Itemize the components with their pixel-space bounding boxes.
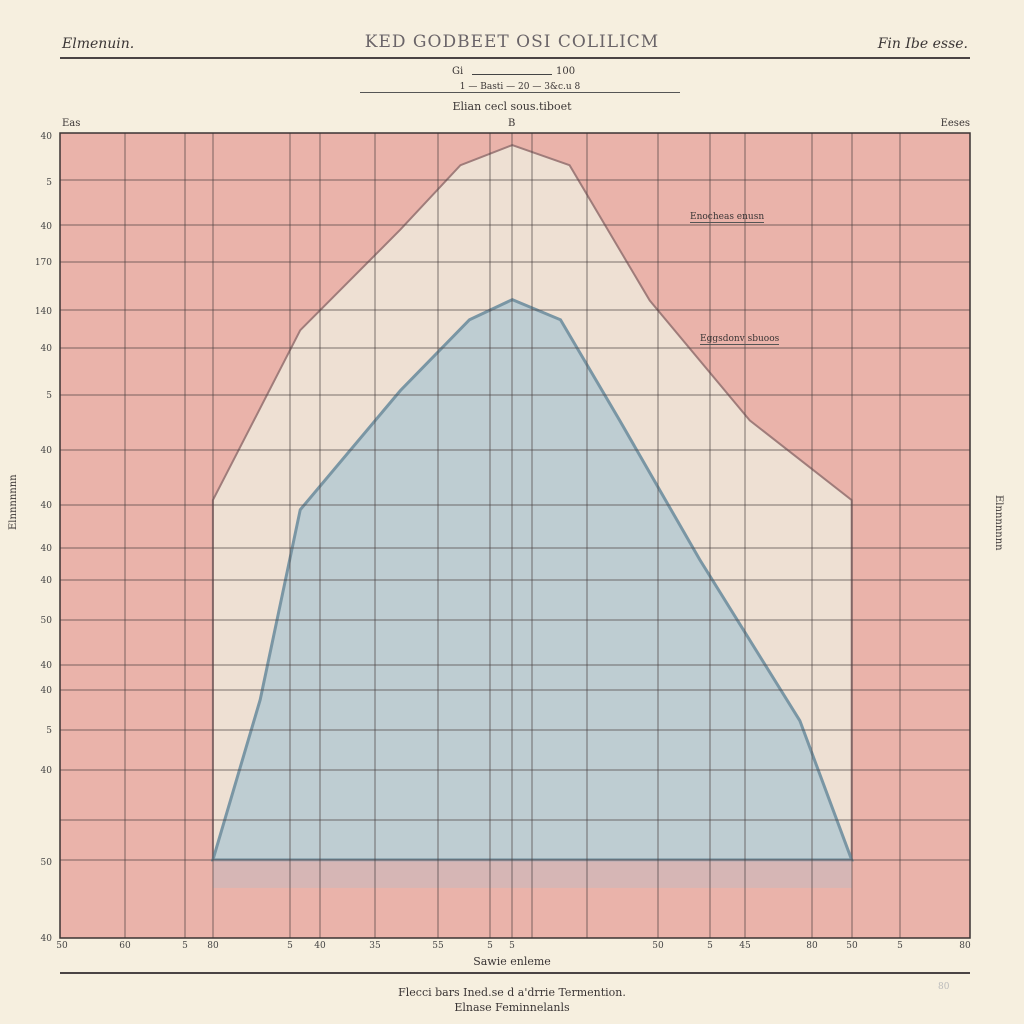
scale-right: 100: [556, 66, 576, 77]
page-number: 80: [938, 982, 950, 992]
x-tick-label: 5: [509, 941, 515, 951]
legend-line: 1 — Basti — 20 — 3&c.u 8: [360, 82, 680, 93]
scale-bar: [472, 74, 552, 75]
top-rule: [60, 57, 970, 59]
y-tick-label: 140: [35, 307, 52, 317]
y-tick-label: 40: [41, 132, 53, 142]
scale-left: Gi: [452, 66, 464, 77]
y-tick-label: 40: [41, 222, 53, 232]
x-tick-label: 5: [707, 941, 713, 951]
annotation-1: Enocheas enusn: [690, 212, 765, 223]
y-tick-label: 40: [41, 446, 53, 456]
subtitle: Elian cecl sous.tiboet: [452, 100, 572, 113]
x-tick-label: 80: [207, 941, 219, 951]
peak-label: B: [508, 118, 516, 129]
x-tick-label: 5: [287, 941, 293, 951]
plot-frame: [59, 132, 971, 939]
y-tick-label: 40: [41, 344, 53, 354]
x-axis-label: Sawie enleme: [473, 955, 551, 968]
footer-line-2: Elnase Feminnelanls: [454, 1001, 570, 1014]
y-tick-label: 40: [41, 934, 53, 944]
x-tick-label: 40: [314, 941, 326, 951]
y-axis-label-left: Elnnnnnnn: [8, 474, 19, 530]
y-tick-label: 50: [41, 858, 53, 868]
y-tick-label: 5: [46, 726, 52, 736]
x-tick-label: 80: [959, 941, 971, 951]
y-axis-label-right: Elnnnnnnn: [993, 495, 1004, 551]
x-tick-label: 35: [369, 941, 381, 951]
footer-line-1: Flecci bars Ined.se d a'drrie Termention…: [398, 986, 626, 999]
x-tick-label: 80: [806, 941, 818, 951]
header-left: Elmenuin.: [62, 36, 135, 52]
corner-left: Eas: [62, 118, 81, 129]
x-tick-label: 50: [846, 941, 858, 951]
y-tick-label: 40: [41, 544, 53, 554]
page-title: KED GODBEET OSI COLILICM: [364, 32, 660, 52]
y-tick-label: 50: [41, 616, 53, 626]
x-tick-label: 5: [487, 941, 493, 951]
x-tick-label: 5: [897, 941, 903, 951]
header-right: Fin Ibe esse.: [877, 36, 968, 52]
annotation-2: Eggsdonv sbuoos: [700, 334, 780, 345]
y-tick-label: 5: [46, 178, 52, 188]
x-tick-label: 60: [119, 941, 131, 951]
y-tick-label: 40: [41, 686, 53, 696]
x-tick-label: 50: [652, 941, 664, 951]
x-tick-label: 45: [739, 941, 751, 951]
y-tick-label: 40: [41, 576, 53, 586]
y-tick-label: 40: [41, 766, 53, 776]
x-tick-label: 55: [432, 941, 444, 951]
y-tick-label: 170: [35, 258, 52, 268]
corner-right: Eeses: [940, 118, 970, 129]
y-tick-label: 40: [41, 501, 53, 511]
y-tick-label: 40: [41, 661, 53, 671]
bottom-rule: [60, 972, 970, 974]
x-tick-label: 5: [182, 941, 188, 951]
x-tick-label: 50: [56, 941, 68, 951]
y-tick-label: 5: [46, 391, 52, 401]
